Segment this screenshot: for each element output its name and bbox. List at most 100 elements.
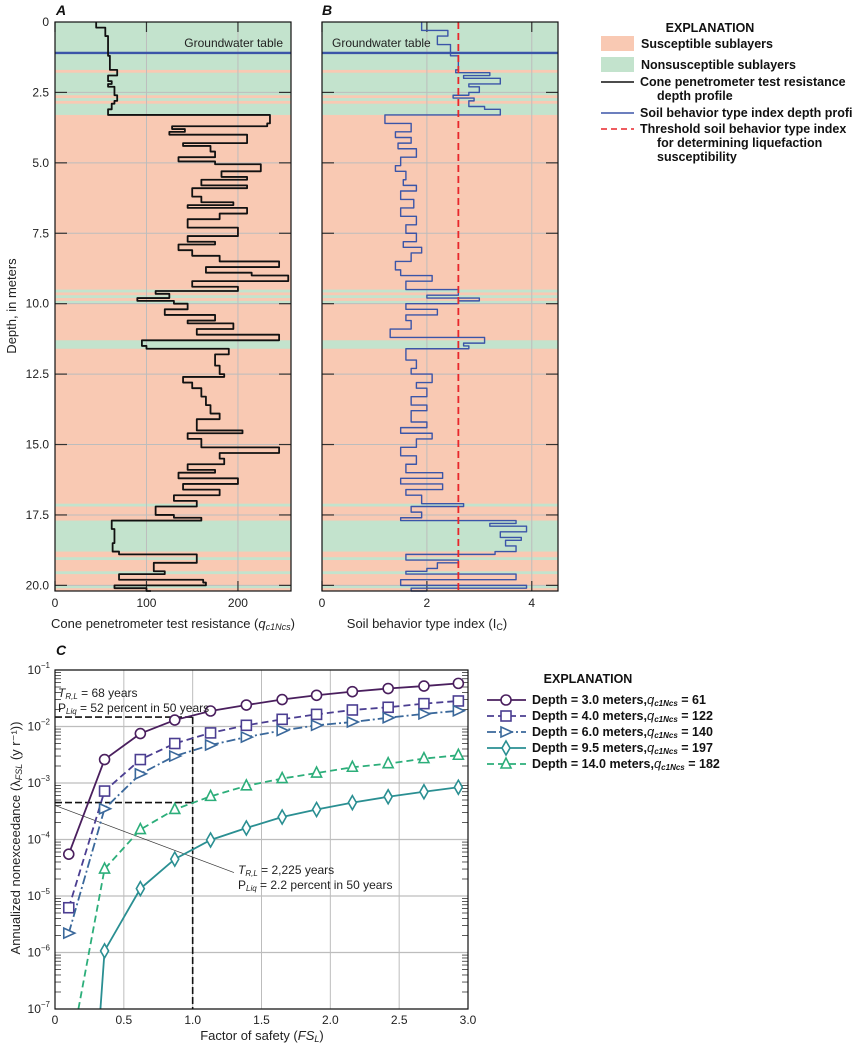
legend-c: EXPLANATION Depth = 3.0 meters,qc1Ncs = …	[487, 672, 720, 772]
data-point-diamond	[277, 808, 288, 826]
data-point-diamond	[383, 788, 394, 806]
panel-b-chart: 0 2 4 Groundwater table	[319, 21, 559, 610]
data-point-square	[418, 697, 430, 710]
data-point-triangle-right	[98, 802, 113, 816]
data-point-diamond	[419, 783, 429, 801]
legend-c-item: Depth = 4.0 meters,qc1Ncs = 122	[532, 708, 713, 724]
data-point-circle	[240, 699, 253, 711]
data-point-triangle-right	[168, 749, 183, 763]
series-2	[62, 695, 465, 914]
nonsusceptible-layer	[55, 340, 291, 349]
data-point-square	[276, 713, 288, 726]
legend-swatch-nonsusceptible	[601, 57, 634, 72]
nonsusceptible-layer	[322, 340, 558, 349]
plot-frame	[54, 21, 292, 592]
x-tick-label: 0	[52, 596, 59, 610]
legend-c-item: Depth = 6.0 meters,qc1Ncs = 140	[532, 724, 713, 740]
depth-tick-label: 15.0	[26, 438, 50, 452]
data-point-circle	[204, 705, 217, 717]
x-tick-label: 100	[136, 596, 156, 610]
data-point-circle	[382, 682, 394, 695]
panel-c-y-label: Annualized nonexceedance (λFSL (y r⁻¹))	[8, 722, 24, 955]
legend-c-item: Depth = 3.0 meters,qc1Ncs = 61	[532, 692, 706, 708]
nonsusceptible-layer	[322, 520, 558, 552]
data-point-diamond	[99, 942, 110, 960]
x-tick-label: 3.0	[460, 1013, 477, 1027]
panel-b-x-label: Soil behavior type index (IC)	[347, 616, 507, 632]
x-tick-label: 0	[52, 1013, 59, 1027]
y-tick-label: 10−1	[28, 661, 51, 677]
susceptible-background	[55, 22, 291, 591]
data-point-triangle-right	[276, 724, 291, 737]
nonsusceptible-layer	[322, 289, 558, 293]
y-tick-label: 10−7	[28, 1000, 51, 1016]
data-point-circle	[452, 677, 465, 690]
x-tick-label: 0	[319, 596, 326, 610]
data-point-triangle-up	[134, 821, 147, 835]
data-point-circle	[62, 848, 75, 860]
panel-c-x-label: Factor of safety (FSL)	[200, 1028, 324, 1044]
annotation-text: TR,L = 2,225 years	[238, 863, 334, 878]
x-tick-label: 0.5	[115, 1013, 132, 1027]
data-point-triangle-up	[417, 750, 431, 764]
data-point-circle	[98, 753, 111, 766]
data-point-square	[134, 753, 147, 766]
data-point-triangle-right	[310, 719, 325, 732]
nonsusceptible-layer	[55, 103, 291, 115]
data-point-square	[346, 704, 359, 716]
data-point-triangle-up	[452, 747, 465, 761]
data-point-triangle-up	[381, 755, 395, 769]
plot-frame	[54, 669, 469, 1010]
legend-marker-circle	[500, 694, 512, 706]
data-point-triangle-up	[310, 765, 323, 778]
data-point-triangle-right	[382, 711, 397, 724]
annotation-text: PLiq = 52 percent in 50 years	[58, 701, 209, 716]
depth-tick-label: 7.5	[32, 226, 49, 240]
depth-tick-label: 12.5	[26, 367, 50, 381]
data-point-square	[452, 695, 465, 707]
x-tick-label: 200	[228, 596, 248, 610]
ic-depth-profile	[384, 22, 528, 592]
data-point-triangle-right	[346, 715, 361, 729]
y-tick-label: 10−2	[28, 718, 51, 734]
data-point-diamond	[205, 831, 216, 849]
data-point-square	[204, 727, 217, 739]
depth-tick-label: 10.0	[26, 297, 50, 311]
nonsusceptible-layer	[322, 585, 558, 589]
x-tick-label: 1.5	[253, 1013, 270, 1027]
data-point-circle	[346, 685, 359, 698]
legend-c-title: EXPLANATION	[544, 672, 633, 686]
legend-marker-square	[500, 710, 512, 722]
legend-item-threshold-3: susceptibility	[657, 150, 737, 164]
data-point-diamond	[347, 793, 358, 812]
legend-c-item: Depth = 14.0 meters,qc1Ncs = 182	[532, 756, 720, 772]
legend-c-item: Depth = 9.5 meters,qc1Ncs = 197	[532, 740, 713, 756]
nonsusceptible-layer	[55, 503, 291, 507]
legend-item-threshold-2: for determining liquefaction	[657, 136, 822, 150]
data-point-triangle-right	[240, 730, 255, 744]
susceptible-background	[322, 22, 558, 591]
series-line	[67, 709, 459, 934]
y-tick-label: 10−6	[28, 944, 51, 960]
y-tick-label: 10−4	[28, 831, 51, 847]
nonsusceptible-layer	[55, 98, 291, 101]
data-point-circle	[418, 680, 430, 692]
nonsusceptible-layer	[55, 72, 291, 96]
legend-item-ic: Soil behavior type index depth profile	[640, 106, 852, 120]
data-point-circle	[310, 689, 323, 702]
data-point-diamond	[241, 819, 252, 837]
nonsusceptible-layer	[55, 571, 291, 575]
nonsusceptible-layer	[322, 98, 558, 101]
data-point-square	[382, 701, 394, 714]
data-point-triangle-up	[98, 861, 111, 874]
legend-item-susceptible: Susceptible sublayers	[641, 37, 773, 51]
data-point-triangle-up	[346, 759, 359, 773]
depth-tick-label: 2.5	[32, 85, 49, 99]
data-point-square	[240, 719, 253, 732]
data-point-triangle-up	[168, 801, 182, 815]
data-point-triangle-up	[204, 788, 217, 802]
x-tick-label: 1.0	[184, 1013, 201, 1027]
legend-swatch-susceptible	[601, 36, 634, 51]
nonsusceptible-layer	[322, 295, 558, 299]
nonsusceptible-layer	[322, 300, 558, 304]
